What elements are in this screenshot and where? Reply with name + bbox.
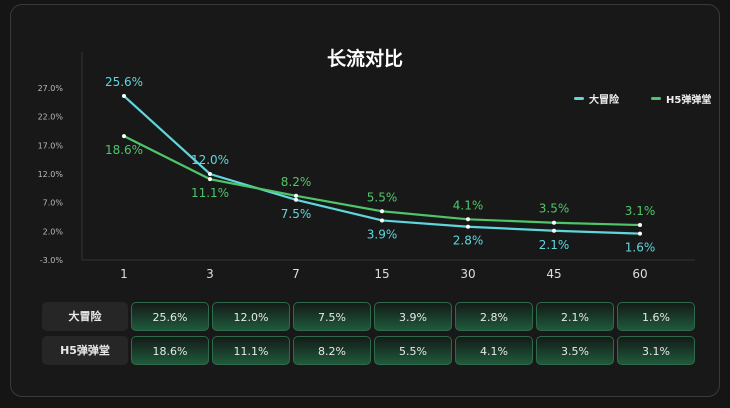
- table-cell: 3.5%: [536, 336, 614, 365]
- table-cell: 5.5%: [374, 336, 452, 365]
- x-tick-label: 3: [206, 267, 214, 281]
- data-label: 25.6%: [105, 75, 143, 89]
- data-label: 7.5%: [281, 207, 312, 221]
- data-point: [466, 224, 470, 229]
- data-point: [122, 94, 126, 99]
- table-row: H5弹弹堂 18.6% 11.1% 8.2% 5.5% 4.1% 3.5% 3.…: [42, 336, 698, 365]
- x-tick-label: 30: [460, 267, 475, 281]
- table-cell: 12.0%: [212, 302, 290, 331]
- table-cell: 11.1%: [212, 336, 290, 365]
- data-point: [638, 223, 642, 228]
- data-point: [122, 134, 126, 139]
- row-label: 大冒险: [42, 302, 128, 331]
- data-label: 1.6%: [625, 241, 656, 255]
- table-cell: 8.2%: [293, 336, 371, 365]
- data-label: 11.1%: [191, 186, 229, 200]
- table-cell: 18.6%: [131, 336, 209, 365]
- data-point: [294, 197, 298, 202]
- data-label: 8.2%: [281, 175, 312, 189]
- table-cell: 2.1%: [536, 302, 614, 331]
- y-tick-label: -3.0%: [40, 256, 64, 265]
- legend-item-0: 大冒险: [574, 91, 619, 106]
- data-point: [380, 218, 384, 223]
- data-label: 2.1%: [539, 238, 570, 252]
- legend-item-1: H5弹弹堂: [651, 91, 711, 106]
- table-cell: 7.5%: [293, 302, 371, 331]
- data-label: 3.1%: [625, 204, 656, 218]
- y-tick-label: 17.0%: [38, 141, 64, 150]
- data-point: [638, 231, 642, 236]
- legend-label: 大冒险: [589, 95, 619, 106]
- table-cell: 3.9%: [374, 302, 452, 331]
- table-row: 大冒险 25.6% 12.0% 7.5% 3.9% 2.8% 2.1% 1.6%: [42, 302, 698, 331]
- y-tick-label: 7.0%: [43, 199, 64, 208]
- y-tick-label: 12.0%: [38, 170, 64, 179]
- table-cell: 4.1%: [455, 336, 533, 365]
- table-cell: 25.6%: [131, 302, 209, 331]
- legend-swatch: [651, 97, 661, 100]
- chart-panel: [10, 4, 720, 397]
- data-point: [208, 172, 212, 176]
- data-table: 大冒险 25.6% 12.0% 7.5% 3.9% 2.8% 2.1% 1.6%…: [42, 302, 698, 370]
- y-tick-label: 2.0%: [43, 227, 64, 236]
- data-label: 4.1%: [453, 198, 484, 212]
- x-tick-label: 60: [632, 267, 647, 281]
- table-cell: 2.8%: [455, 302, 533, 331]
- data-point: [466, 217, 470, 222]
- data-label: 3.9%: [367, 227, 398, 241]
- data-label: 12.0%: [191, 153, 229, 167]
- data-point: [552, 220, 556, 225]
- y-tick-label: 22.0%: [38, 113, 64, 122]
- legend-swatch: [574, 97, 584, 100]
- data-label: 2.8%: [453, 234, 484, 248]
- data-label: 18.6%: [105, 143, 143, 157]
- table-cell: 1.6%: [617, 302, 695, 331]
- x-tick-label: 45: [546, 267, 561, 281]
- x-tick-label: 15: [374, 267, 389, 281]
- chart-title: 长流对比: [326, 48, 403, 70]
- data-label: 5.5%: [367, 190, 398, 204]
- x-tick-label: 1: [120, 267, 128, 281]
- x-tick-label: 7: [292, 267, 300, 281]
- data-label: 3.5%: [539, 202, 570, 216]
- data-point: [552, 228, 556, 233]
- legend-label: H5弹弹堂: [666, 95, 712, 106]
- data-point: [294, 193, 298, 198]
- table-cell: 3.1%: [617, 336, 695, 365]
- data-point: [208, 177, 212, 182]
- row-label: H5弹弹堂: [42, 336, 128, 365]
- data-point: [380, 209, 384, 214]
- y-tick-label: 27.0%: [38, 84, 64, 93]
